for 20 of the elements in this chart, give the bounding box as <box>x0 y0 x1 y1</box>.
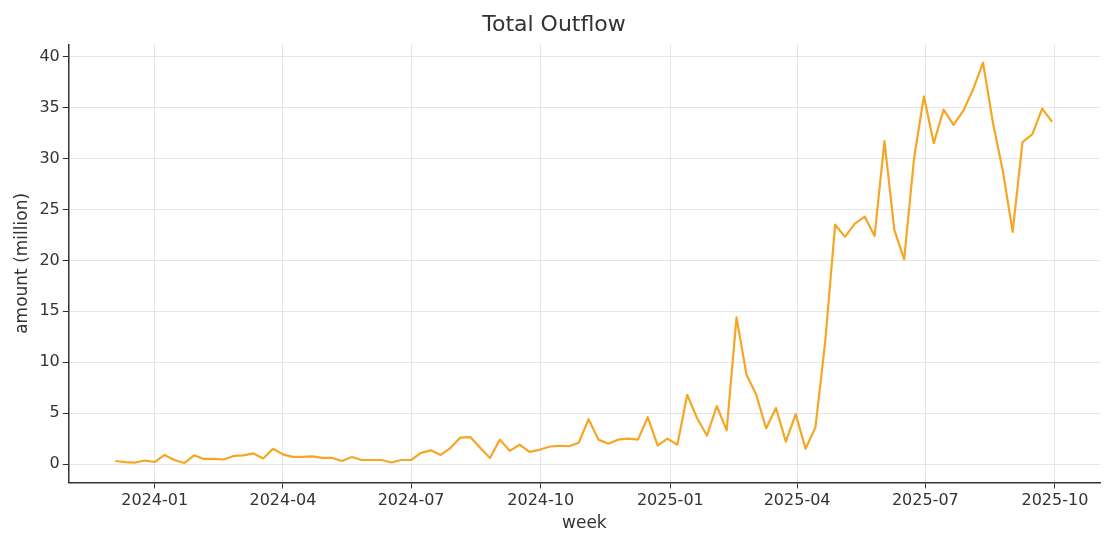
y-tick-label: 0 <box>49 453 60 473</box>
y-tick-label: 30 <box>39 147 60 167</box>
y-tick-label: 20 <box>39 249 60 269</box>
y-tick-label: 5 <box>49 402 60 422</box>
x-tick-label: 2025-07 <box>891 490 959 510</box>
x-tick-label: 2024-04 <box>249 490 317 510</box>
y-tick-label: 15 <box>39 300 60 320</box>
x-tick-label: 2024-10 <box>507 490 575 510</box>
chart-title: Total Outflow <box>481 10 626 36</box>
y-tick-label: 35 <box>39 96 60 116</box>
x-axis-title: week <box>562 512 607 533</box>
x-tick-label: 2025-04 <box>763 490 831 510</box>
x-tick-label: 2024-07 <box>377 490 445 510</box>
x-tick-label: 2025-01 <box>636 490 704 510</box>
x-tick-label: 2025-10 <box>1021 490 1089 510</box>
y-tick-label: 25 <box>39 198 60 218</box>
y-tick-label: 10 <box>39 351 60 371</box>
y-axis-title: amount (million) <box>10 192 31 334</box>
y-tick-label: 40 <box>39 45 60 65</box>
x-tick-label: 2024-01 <box>121 490 189 510</box>
